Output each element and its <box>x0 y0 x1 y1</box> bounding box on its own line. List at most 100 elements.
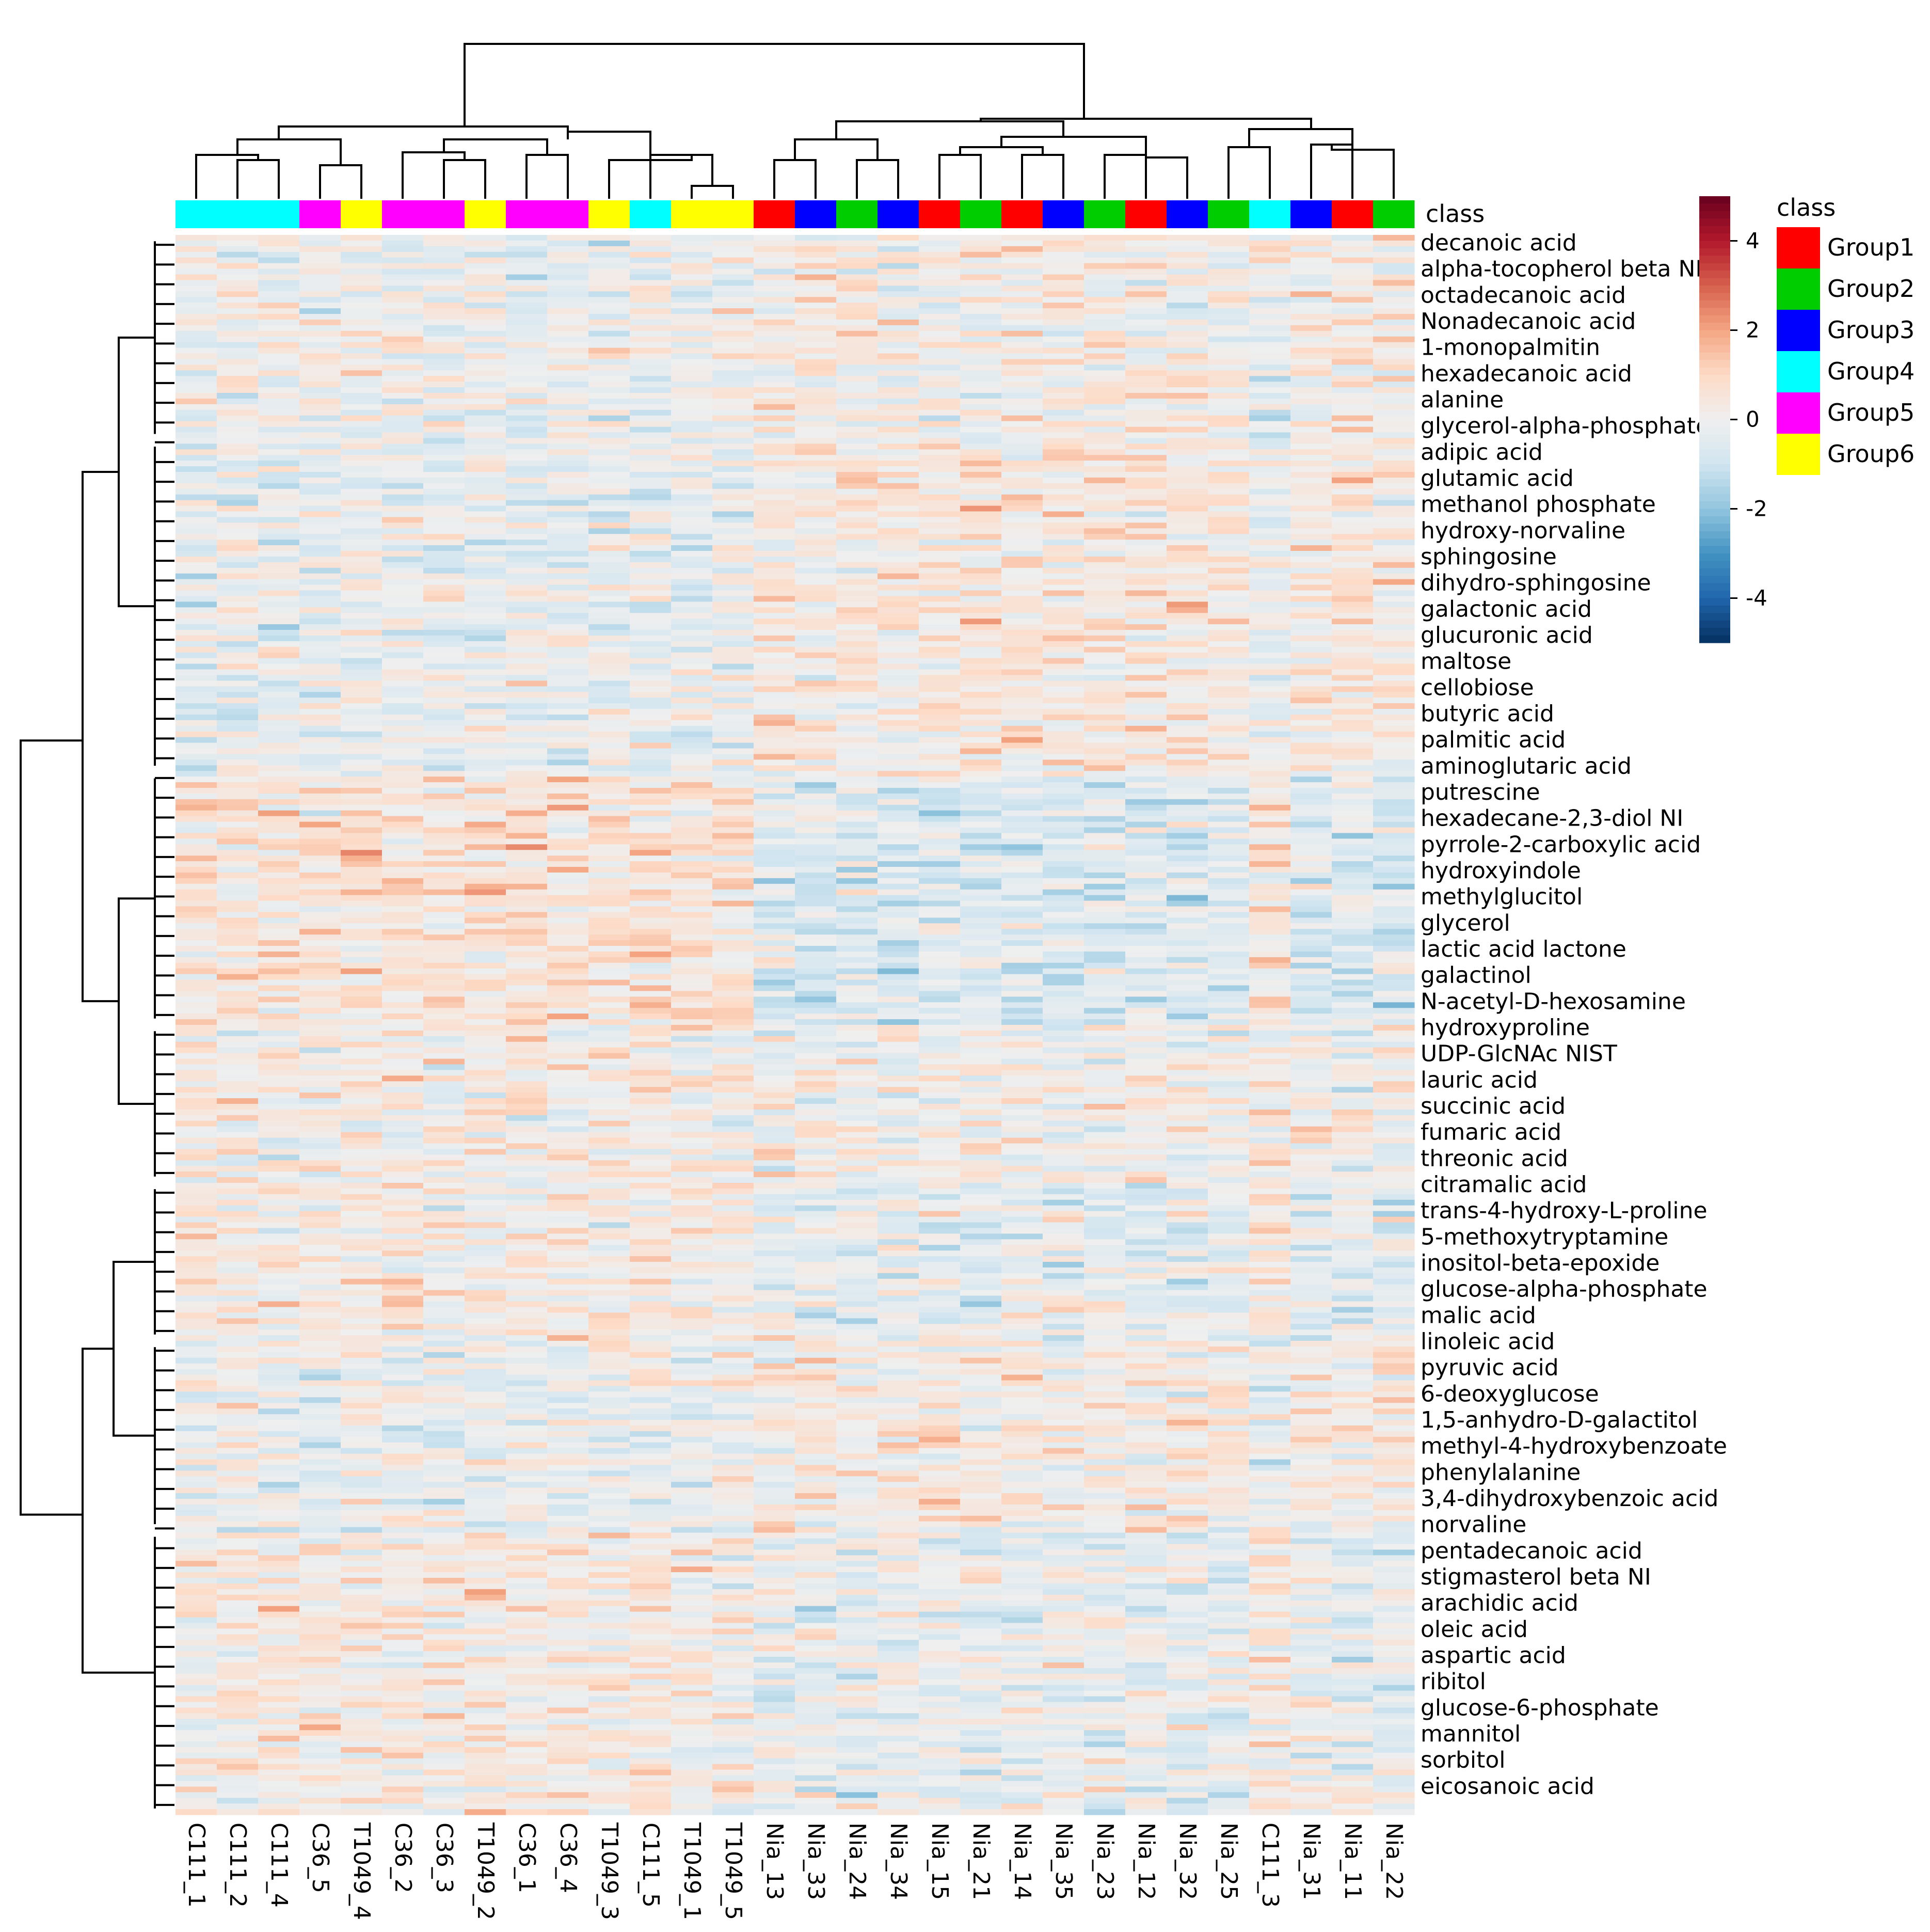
heatmap-cell <box>878 646 919 653</box>
heatmap-cell <box>1373 917 1415 924</box>
heatmap-cell <box>506 1036 548 1042</box>
heatmap-cell <box>547 804 589 811</box>
heatmap-cell <box>795 562 837 568</box>
heatmap-cell <box>588 777 630 783</box>
heatmap-cell <box>1084 906 1126 913</box>
heatmap-cell <box>423 804 465 811</box>
heatmap-cell <box>1373 856 1415 862</box>
heatmap-cell <box>465 675 506 681</box>
heatmap-cell <box>299 477 341 484</box>
heatmap-cell <box>1373 426 1415 433</box>
heatmap-cell <box>754 635 795 642</box>
heatmap-cell <box>1001 844 1043 850</box>
heatmap-cell <box>1084 883 1126 890</box>
heatmap-cell <box>754 444 795 450</box>
heatmap-cell <box>1332 274 1374 281</box>
heatmap-cell <box>1332 838 1374 845</box>
heatmap-cell <box>1167 461 1208 467</box>
heatmap-cell <box>1249 421 1291 427</box>
heatmap-cell <box>754 1087 795 1093</box>
heatmap-cell <box>1084 314 1126 320</box>
heatmap-cell <box>465 929 506 935</box>
heatmap-cell <box>1125 590 1167 597</box>
heatmap-cell <box>712 1036 754 1042</box>
heatmap-cell <box>176 777 217 783</box>
heatmap-cell <box>423 838 465 845</box>
heatmap-cell <box>299 748 341 755</box>
heatmap-cell <box>1373 991 1415 997</box>
heatmap-cell <box>671 889 713 896</box>
heatmap-cell <box>1043 314 1084 320</box>
heatmap-cell <box>671 584 713 591</box>
heatmap-cell <box>341 962 382 969</box>
heatmap-cell <box>754 438 795 444</box>
heatmap-cell <box>836 771 878 777</box>
heatmap-cell <box>1332 646 1374 653</box>
heatmap-cell <box>754 833 795 839</box>
heatmap-cell <box>506 940 548 946</box>
heatmap-cell <box>795 319 837 326</box>
heatmap-cell <box>1043 912 1084 918</box>
heatmap-cell <box>919 1002 961 1008</box>
heatmap-cell <box>1208 1030 1250 1037</box>
heatmap-cell <box>258 1120 300 1127</box>
heatmap-cell <box>1167 280 1208 286</box>
heatmap-cell <box>1001 540 1043 546</box>
heatmap-cell <box>1167 641 1208 647</box>
heatmap-cell <box>1290 686 1332 692</box>
heatmap-cell <box>341 545 382 551</box>
heatmap-cell <box>258 297 300 303</box>
heatmap-cell <box>423 325 465 331</box>
heatmap-cell <box>176 432 217 439</box>
heatmap-cell <box>960 1030 1002 1037</box>
heatmap-cell <box>423 1025 465 1031</box>
heatmap-cell <box>1373 906 1415 913</box>
heatmap-cell <box>1290 398 1332 405</box>
heatmap-cell <box>1332 765 1374 771</box>
heatmap-cell <box>1249 455 1291 461</box>
heatmap-cell <box>1290 962 1332 969</box>
heatmap-cell <box>878 1104 919 1110</box>
heatmap-cell <box>465 421 506 427</box>
heatmap-cell <box>341 782 382 788</box>
heatmap-cell <box>878 562 919 568</box>
heatmap-cell <box>382 325 424 331</box>
heatmap-cell <box>630 511 672 518</box>
heatmap-cell <box>1332 850 1374 856</box>
heatmap-cell <box>754 472 795 478</box>
heatmap-cell <box>754 461 795 467</box>
heatmap-cell <box>1249 347 1291 354</box>
heatmap-cell <box>547 246 589 252</box>
heatmap-cell <box>588 957 630 963</box>
heatmap-cell <box>795 1013 837 1020</box>
heatmap-cell <box>382 494 424 501</box>
heatmap-cell <box>1332 923 1374 929</box>
heatmap-cell <box>1249 517 1291 523</box>
heatmap-cell <box>465 545 506 551</box>
heatmap-cell <box>176 601 217 608</box>
heatmap-cell <box>1167 387 1208 393</box>
heatmap-cell <box>1043 511 1084 518</box>
heatmap-cell <box>1373 748 1415 755</box>
heatmap-cell <box>960 494 1002 501</box>
heatmap-cell <box>712 742 754 749</box>
heatmap-cell <box>712 488 754 495</box>
heatmap-cell <box>1290 280 1332 286</box>
heatmap-cell <box>465 551 506 557</box>
heatmap-cell <box>217 856 259 862</box>
heatmap-cell <box>754 303 795 309</box>
heatmap-cell <box>960 246 1002 252</box>
heatmap-cell <box>712 522 754 529</box>
heatmap-cell <box>1290 630 1332 636</box>
heatmap-cell <box>547 635 589 642</box>
heatmap-cell <box>795 1036 837 1042</box>
heatmap-cell <box>588 833 630 839</box>
heatmap-cell <box>630 1104 672 1110</box>
heatmap-cell <box>341 731 382 738</box>
heatmap-cell <box>754 844 795 850</box>
heatmap-cell <box>1084 365 1126 371</box>
heatmap-cell <box>382 804 424 811</box>
heatmap-cell <box>1249 1109 1291 1116</box>
heatmap-cell <box>960 929 1002 935</box>
heatmap-cell <box>1001 957 1043 963</box>
